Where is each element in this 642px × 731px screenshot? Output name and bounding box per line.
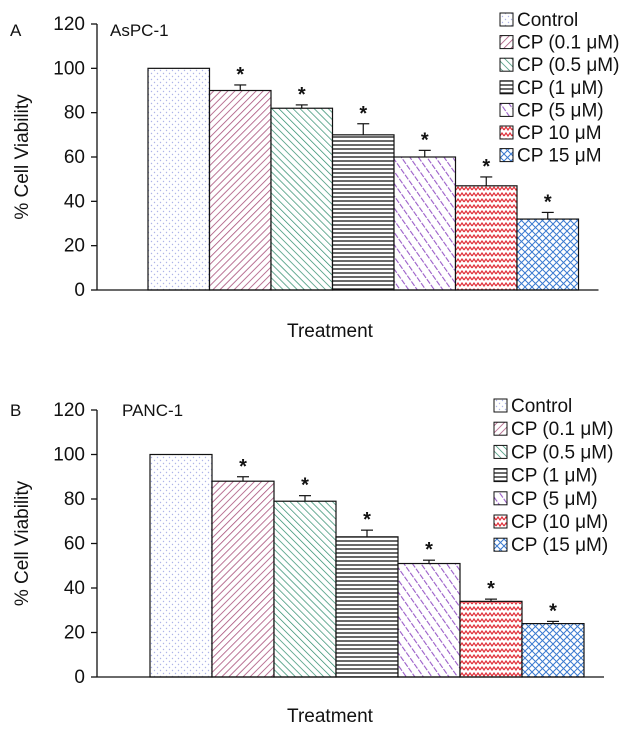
panel-b: B PANC-1 0 20 40 60 80 100 120 % Cell Viability * *… bbox=[10, 396, 613, 727]
legend-swatch-cp_0_1 bbox=[493, 421, 508, 436]
y-tick-label: 100 bbox=[53, 445, 85, 466]
legend-swatch-cp_10 bbox=[493, 514, 508, 529]
legend-label: CP 10 μM bbox=[517, 123, 602, 144]
bar-cp_5 bbox=[393, 156, 457, 291]
y-tick-label: 40 bbox=[64, 578, 85, 599]
legend-swatch-cp_0_5 bbox=[499, 57, 514, 72]
legend-label: Control bbox=[511, 396, 572, 417]
chart-title: PANC-1 bbox=[122, 401, 183, 420]
panel-a: A AsPC-1 0 20 40 60 80 100 120 % Cell Viability * *… bbox=[10, 10, 619, 342]
legend-swatch-cp_5 bbox=[499, 102, 514, 117]
y-tick-label: 0 bbox=[74, 667, 85, 688]
legend-swatch-cp_15 bbox=[493, 537, 508, 552]
panel-label: B bbox=[10, 401, 21, 420]
legend-label: CP 15 μM bbox=[517, 146, 602, 167]
y-tick-label: 20 bbox=[64, 623, 85, 644]
y-tick-label: 80 bbox=[64, 103, 85, 124]
bar-control bbox=[147, 67, 211, 291]
legend-swatch-control bbox=[499, 12, 514, 27]
bar-cp_10 bbox=[454, 185, 518, 291]
y-tick-label: 80 bbox=[64, 489, 85, 510]
legend-label: CP (0.5 μM) bbox=[511, 442, 613, 463]
legend-label: CP (0.5 μM) bbox=[517, 55, 619, 76]
bar-control bbox=[149, 453, 213, 678]
significance-marker: * bbox=[549, 600, 557, 622]
legend-swatch-cp_15 bbox=[499, 148, 514, 163]
significance-marker: * bbox=[425, 539, 433, 561]
legend-label: CP (5 μM) bbox=[517, 100, 604, 121]
significance-marker: * bbox=[298, 84, 306, 106]
significance-marker: * bbox=[421, 129, 429, 151]
legend-swatch-control bbox=[493, 398, 508, 413]
bar-cp_0_5 bbox=[270, 107, 334, 291]
legend-label: CP (0.1 μM) bbox=[511, 419, 613, 440]
x-axis-label: Treatment bbox=[287, 321, 374, 342]
y-tick-label: 120 bbox=[53, 14, 85, 35]
y-axis-label: % Cell Viability bbox=[12, 94, 33, 220]
legend-swatch-cp_10 bbox=[499, 125, 514, 140]
x-axis-label: Treatment bbox=[287, 706, 374, 727]
significance-marker: * bbox=[363, 509, 371, 531]
legend-label: CP (1 μM) bbox=[511, 466, 598, 487]
legend-swatch-cp_1 bbox=[499, 80, 514, 95]
panel-label: A bbox=[10, 21, 22, 40]
legend-swatch-cp_5 bbox=[493, 491, 508, 506]
bar-cp_15 bbox=[516, 218, 580, 291]
legend-label: CP (15 μM) bbox=[511, 535, 608, 556]
y-tick-label: 20 bbox=[64, 236, 85, 257]
y-axis-label: % Cell Viability bbox=[12, 480, 33, 606]
y-tick-label: 0 bbox=[74, 280, 85, 301]
y-tick-label: 120 bbox=[53, 400, 85, 421]
bar-cp_0_1 bbox=[211, 480, 275, 678]
significance-marker: * bbox=[239, 456, 247, 478]
significance-marker: * bbox=[301, 475, 309, 497]
bar-cp_10 bbox=[459, 600, 523, 678]
significance-marker: * bbox=[236, 64, 244, 86]
legend-label: Control bbox=[517, 10, 578, 31]
y-tick-label: 100 bbox=[53, 58, 85, 79]
legend-label: CP (0.1 μM) bbox=[517, 33, 619, 54]
significance-marker: * bbox=[482, 156, 490, 178]
significance-marker: * bbox=[487, 578, 495, 600]
significance-marker: * bbox=[359, 103, 367, 125]
bar-cp_15 bbox=[521, 622, 585, 678]
bar-cp_0_1 bbox=[208, 89, 272, 291]
y-tick-label: 40 bbox=[64, 191, 85, 212]
bar-cp_0_5 bbox=[273, 500, 337, 678]
bar-cp_5 bbox=[397, 562, 461, 678]
y-tick-label: 60 bbox=[64, 534, 85, 555]
legend-swatch-cp_0_5 bbox=[493, 444, 508, 459]
legend-label: CP (10 μM) bbox=[511, 512, 608, 533]
significance-marker: * bbox=[544, 191, 552, 213]
legend-label: CP (1 μM) bbox=[517, 78, 604, 99]
legend-swatch-cp_0_1 bbox=[499, 35, 514, 50]
legend-label: CP (5 μM) bbox=[511, 489, 598, 510]
legend-swatch-cp_1 bbox=[493, 468, 508, 483]
y-tick-label: 60 bbox=[64, 147, 85, 168]
chart-title: AsPC-1 bbox=[110, 21, 169, 40]
bar-cp_1 bbox=[335, 536, 399, 678]
bar-cp_1 bbox=[331, 134, 395, 291]
